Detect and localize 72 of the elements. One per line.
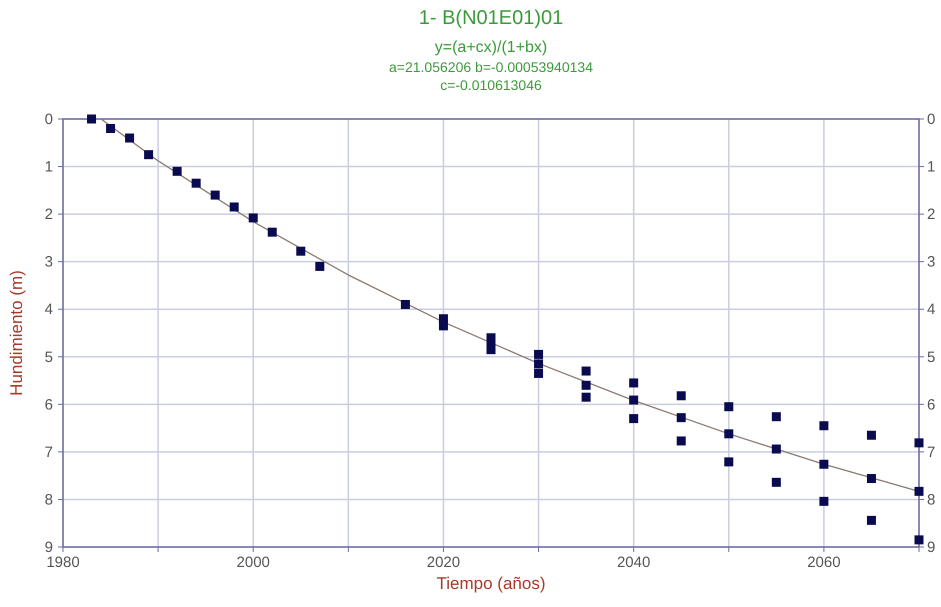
point — [248, 213, 258, 222]
point — [534, 359, 544, 368]
point — [106, 124, 116, 134]
y2-tick-label: 2 — [927, 206, 936, 224]
y-tick-label: 2 — [44, 206, 53, 224]
chart-title: 1- B(N01E01)01 — [418, 7, 564, 29]
y-tick-label: 3 — [44, 254, 53, 271]
point — [582, 380, 591, 390]
y-tick-label: 5 — [44, 348, 53, 366]
point — [534, 350, 544, 359]
point — [772, 444, 781, 454]
point — [676, 436, 686, 446]
chart-subtitle: y=(a+cx)/(1+bx) — [434, 39, 548, 56]
point — [144, 150, 154, 160]
x-axis-title: Tiempo (años) — [436, 574, 546, 593]
y2-tick-label: 6 — [927, 396, 936, 414]
point — [866, 516, 876, 525]
x-tick-label: 2060 — [807, 554, 841, 571]
point — [629, 396, 638, 405]
point — [914, 486, 924, 496]
y2-tick-label: 0 — [927, 111, 936, 128]
point — [192, 178, 201, 188]
y2-tick-label: 1 — [927, 158, 936, 176]
point — [819, 496, 828, 506]
point — [866, 430, 876, 440]
point — [230, 202, 239, 212]
y-tick-label: 8 — [44, 491, 53, 508]
point — [400, 300, 410, 309]
point — [819, 421, 828, 430]
point — [582, 392, 591, 402]
y2-tick-label: 9 — [927, 539, 936, 556]
y-axis-title: Hundimiento (m) — [7, 270, 26, 396]
y2-tick-label: 4 — [927, 301, 936, 318]
y2-tick-label: 7 — [927, 444, 936, 461]
point — [296, 246, 306, 256]
point — [438, 321, 448, 330]
x-tick-label: 2000 — [236, 554, 270, 571]
point — [87, 114, 96, 124]
point — [724, 402, 734, 412]
point — [724, 457, 734, 466]
point — [582, 366, 591, 376]
point — [676, 391, 686, 400]
y2-tick-label: 3 — [927, 254, 936, 271]
point — [724, 429, 734, 438]
point — [819, 460, 828, 469]
text: a=21.056206 b=-0.00053940134 — [389, 59, 594, 75]
y2-tick-label: 8 — [927, 491, 936, 508]
y-tick-label: 6 — [44, 396, 53, 414]
point — [629, 414, 638, 424]
point — [772, 412, 781, 422]
text: c=-0.010613046 — [440, 77, 542, 93]
y-tick-label: 0 — [44, 111, 53, 128]
y-tick-label: 4 — [44, 301, 53, 318]
point — [172, 166, 182, 176]
point — [125, 134, 134, 143]
point — [315, 262, 324, 271]
point — [866, 474, 876, 484]
point — [629, 378, 638, 388]
point — [676, 413, 686, 422]
y-tick-label: 9 — [44, 539, 53, 556]
point — [268, 228, 277, 237]
point — [914, 438, 924, 448]
y-tick-label: 7 — [44, 444, 53, 461]
y2-tick-label: 5 — [927, 348, 936, 366]
point — [772, 478, 781, 487]
x-tick-label: 2020 — [426, 554, 460, 571]
x-tick-label: 1980 — [46, 554, 80, 571]
x-tick-label: 2040 — [616, 554, 650, 571]
y-tick-label: 1 — [44, 158, 53, 176]
point — [914, 535, 924, 544]
point — [210, 190, 220, 200]
point — [534, 368, 544, 378]
